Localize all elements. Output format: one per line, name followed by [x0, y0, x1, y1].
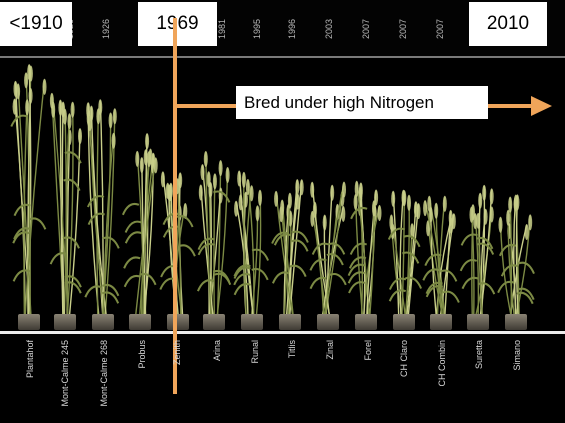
divider-year-box: 1969	[138, 2, 217, 46]
variety-label: Forel	[363, 340, 373, 361]
arrow-head-icon	[531, 96, 552, 116]
variety-label: Zinal	[325, 340, 335, 360]
wheat-plant	[271, 179, 309, 330]
wheat-plant	[196, 151, 232, 330]
plant-pot	[18, 314, 40, 330]
annotation-box: Bred under high Nitrogen	[236, 86, 488, 119]
top-divider-line	[0, 56, 565, 58]
variety-label: CH Combin	[437, 340, 447, 387]
wheat-plant	[121, 133, 158, 330]
variety-label: CH Claro	[399, 340, 409, 378]
wheat-plant	[49, 92, 82, 330]
plant-pot	[203, 314, 225, 330]
divider-line	[173, 18, 177, 394]
wheat-plant	[497, 194, 535, 330]
end-year-label: 2010	[486, 13, 530, 34]
wheat-plant	[387, 189, 423, 330]
wheat-plant	[84, 99, 120, 330]
plant-pot	[54, 314, 76, 330]
variety-label: Arina	[212, 340, 222, 362]
plant-pot	[355, 314, 377, 330]
annotation-text: Bred under high Nitrogen	[244, 92, 434, 112]
end-year-box: 2010	[469, 2, 547, 46]
variety-label: Zenith	[172, 340, 182, 366]
divider-year-label: 1969	[156, 13, 199, 34]
plant-pot	[505, 314, 527, 330]
start-year-label: <1910	[9, 13, 63, 34]
plant-pot	[167, 314, 189, 330]
plant-pot	[467, 314, 489, 330]
variety-label: Probus	[137, 340, 147, 369]
wheat-plant	[233, 170, 270, 330]
plant-pot	[92, 314, 114, 330]
plant-pot	[279, 314, 301, 330]
wheat-plant	[309, 181, 347, 330]
plant-pot	[317, 314, 339, 330]
variety-label: Mont-Calme 268	[99, 340, 109, 407]
wheat-plant	[459, 184, 496, 330]
variety-label: Plantahof	[25, 340, 35, 379]
plant-pot	[430, 314, 452, 330]
start-year-box: <1910	[0, 2, 72, 46]
variety-label: Mont-Calme 245	[60, 340, 70, 407]
variety-label: Suretta	[474, 340, 484, 370]
ground-line	[0, 331, 565, 334]
wheat-plant	[10, 64, 47, 330]
plant-pot	[241, 314, 263, 330]
plant-pot	[393, 314, 415, 330]
variety-label: Titlis	[287, 340, 297, 359]
variety-label: Runal	[250, 340, 260, 364]
wheat-plant	[347, 180, 382, 330]
plant-pot	[129, 314, 151, 330]
wheat-plant	[422, 195, 460, 330]
variety-label: Simano	[512, 340, 522, 371]
